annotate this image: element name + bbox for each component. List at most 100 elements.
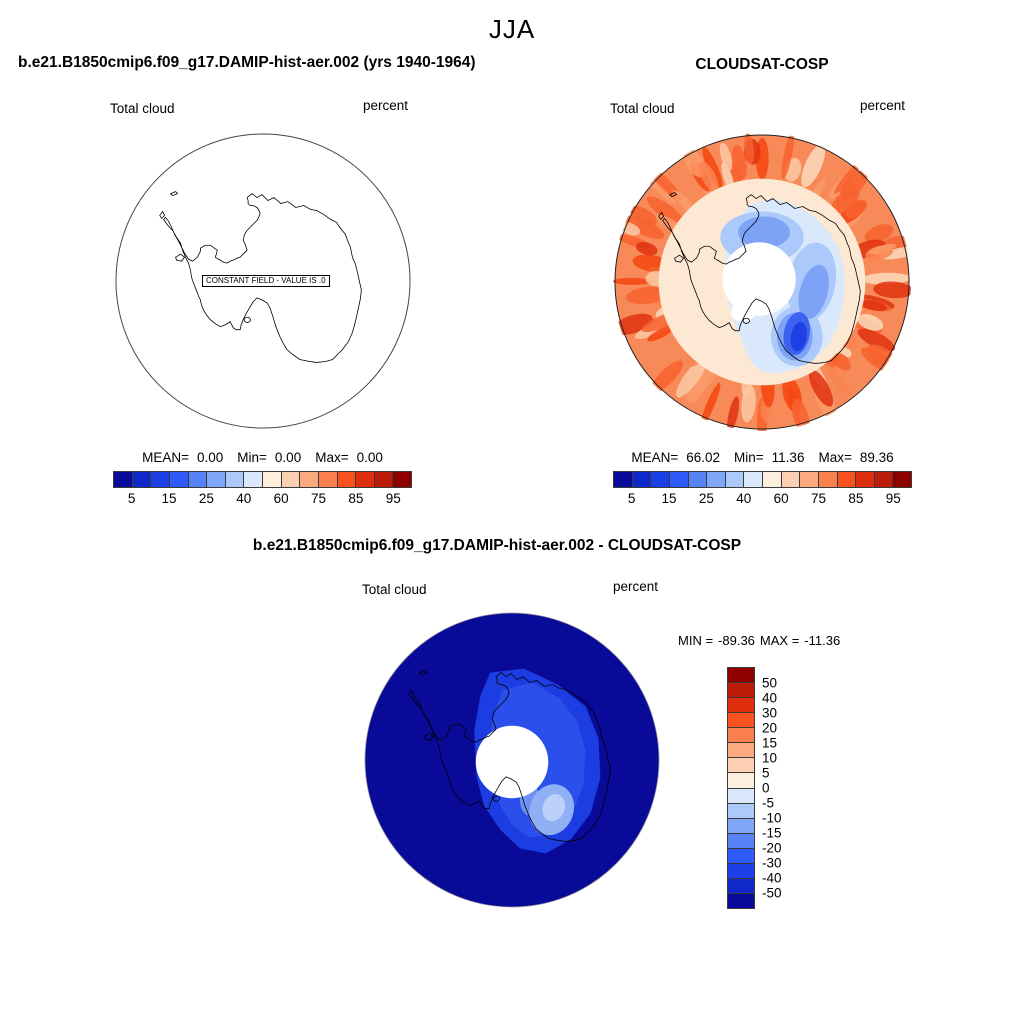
interior-darkblue-core: [790, 321, 807, 352]
colorbar-cell: [114, 472, 132, 487]
colorbar-tick-label: 30: [762, 705, 778, 721]
colorbar-tick-label: -40: [762, 870, 782, 886]
ocean-streak: [622, 215, 665, 240]
colorbar-cell: [725, 472, 744, 487]
colorbar-cell: [728, 878, 754, 893]
colorbar-cell: [337, 472, 356, 487]
mean-value: 0.00: [197, 450, 224, 465]
model-stats: MEAN= 0.00 Min= 0.00 Max= 0.00: [113, 450, 412, 465]
colorbar-tick-label: 40: [762, 690, 778, 706]
mean-label: MEAN=: [631, 450, 679, 465]
colorbar-cell: [688, 472, 707, 487]
polar-data-gap: [475, 725, 549, 799]
ocean-streak: [719, 142, 733, 171]
map-boundary-circle: [614, 134, 910, 430]
colorbar-cell: [614, 472, 632, 487]
colorbar-tick-label: 25: [198, 491, 214, 506]
colorbar-cell: [728, 833, 754, 848]
colorbar-cell: [281, 472, 300, 487]
colorbar-cell: [374, 472, 393, 487]
ocean-streak: [625, 286, 669, 305]
min-value: 0.00: [274, 450, 302, 465]
obs-colorbar-ticks: 5 15 25 40 60 75 85 95: [613, 491, 912, 507]
colorbar-tick-label: 75: [811, 491, 827, 506]
colorbar-cell: [728, 803, 754, 818]
colorbar-cell: [728, 713, 754, 728]
colorbar-tick-label: 85: [348, 491, 364, 506]
ocean-streak: [676, 357, 707, 398]
ocean-streak: [873, 281, 911, 299]
max-value: 89.36: [859, 450, 894, 465]
colorbar-tick-label: 5: [127, 491, 136, 506]
colorbar-tick-label: 10: [762, 750, 778, 766]
colorbar-cell: [300, 472, 318, 487]
colorbar-cell: [800, 472, 818, 487]
diff-colorbar-ticks: 50 40 30 20 15 10 5 0 -5 -10 -15 -20 -30 -40 -50: [762, 668, 806, 908]
colorbar-tick-label: 5: [627, 491, 636, 506]
ocean-streak: [879, 245, 911, 260]
colorbar-cell: [818, 472, 837, 487]
range-max-label: MAX =: [759, 633, 800, 648]
ocean-streak: [620, 222, 641, 236]
colorbar-cell: [207, 472, 225, 487]
ocean-streak: [864, 224, 894, 243]
ocean-streak: [857, 313, 884, 331]
colorbar-cell: [188, 472, 207, 487]
diff-range-note: MIN = -89.36 MAX = -11.36: [678, 633, 840, 648]
ocean-streak: [840, 170, 868, 199]
ocean-streak: [801, 144, 826, 188]
colorbar-cell: [728, 773, 754, 788]
model-units-label: percent: [363, 98, 409, 113]
ocean-streak: [635, 242, 658, 256]
ocean-streak: [741, 385, 756, 423]
colorbar-tick-label: 25: [698, 491, 714, 506]
colorbar-cell: [728, 743, 754, 758]
colorbar-tick-label: 60: [273, 491, 289, 506]
colorbar-tick-label: 50: [762, 675, 778, 691]
colorbar-cell: [728, 818, 754, 833]
colorbar-tick-label: 75: [311, 491, 327, 506]
colorbar-cell: [151, 472, 169, 487]
diff-map: [363, 611, 661, 909]
colorbar-cell: [856, 472, 874, 487]
ocean-streak: [646, 196, 686, 227]
colorbar-cell: [393, 472, 411, 487]
colorbar-cell: [225, 472, 244, 487]
obs-map: [613, 133, 911, 431]
diff-colorbar: [727, 667, 755, 909]
diff-header: b.e21.B1850cmip6.f09_g17.DAMIP-hist-aer.…: [252, 537, 742, 554]
range-min-label: MIN =: [678, 633, 714, 648]
colorbar-cell: [707, 472, 725, 487]
colorbar-cell: [728, 893, 754, 908]
colorbar-cell: [763, 472, 781, 487]
model-colorbar-ticks: 5 15 25 40 60 75 85 95: [113, 491, 412, 507]
colorbar-tick-label: -15: [762, 825, 782, 841]
colorbar-tick-label: -20: [762, 840, 782, 856]
colorbar-tick-label: 85: [848, 491, 864, 506]
colorbar-tick-label: 40: [236, 491, 252, 506]
colorbar-tick-label: 0: [762, 780, 770, 796]
colorbar-tick-label: 95: [885, 491, 901, 506]
diff-field-label: Total cloud: [362, 582, 427, 597]
ocean-streak: [629, 205, 658, 226]
colorbar-cell: [837, 472, 856, 487]
min-value: 11.36: [771, 450, 805, 465]
colorbar-cell: [728, 758, 754, 773]
ocean-streak: [845, 199, 867, 219]
ocean-streak: [861, 272, 911, 285]
mean-value: 66.02: [686, 450, 721, 465]
season-title: JJA: [488, 14, 536, 44]
colorbar-cell: [728, 848, 754, 863]
obs-map-svg: [613, 133, 911, 431]
colorbar-tick-label: 60: [773, 491, 789, 506]
colorbar-tick-label: 15: [161, 491, 177, 506]
ocean-streak: [727, 396, 740, 431]
ocean-streak: [744, 133, 754, 165]
colorbar-tick-label: 15: [762, 735, 778, 751]
colorbar-cell: [318, 472, 337, 487]
colorbar-tick-label: 20: [762, 720, 778, 736]
colorbar-tick-label: 15: [661, 491, 677, 506]
ocean-streak: [860, 300, 888, 312]
colorbar-cell: [893, 472, 911, 487]
